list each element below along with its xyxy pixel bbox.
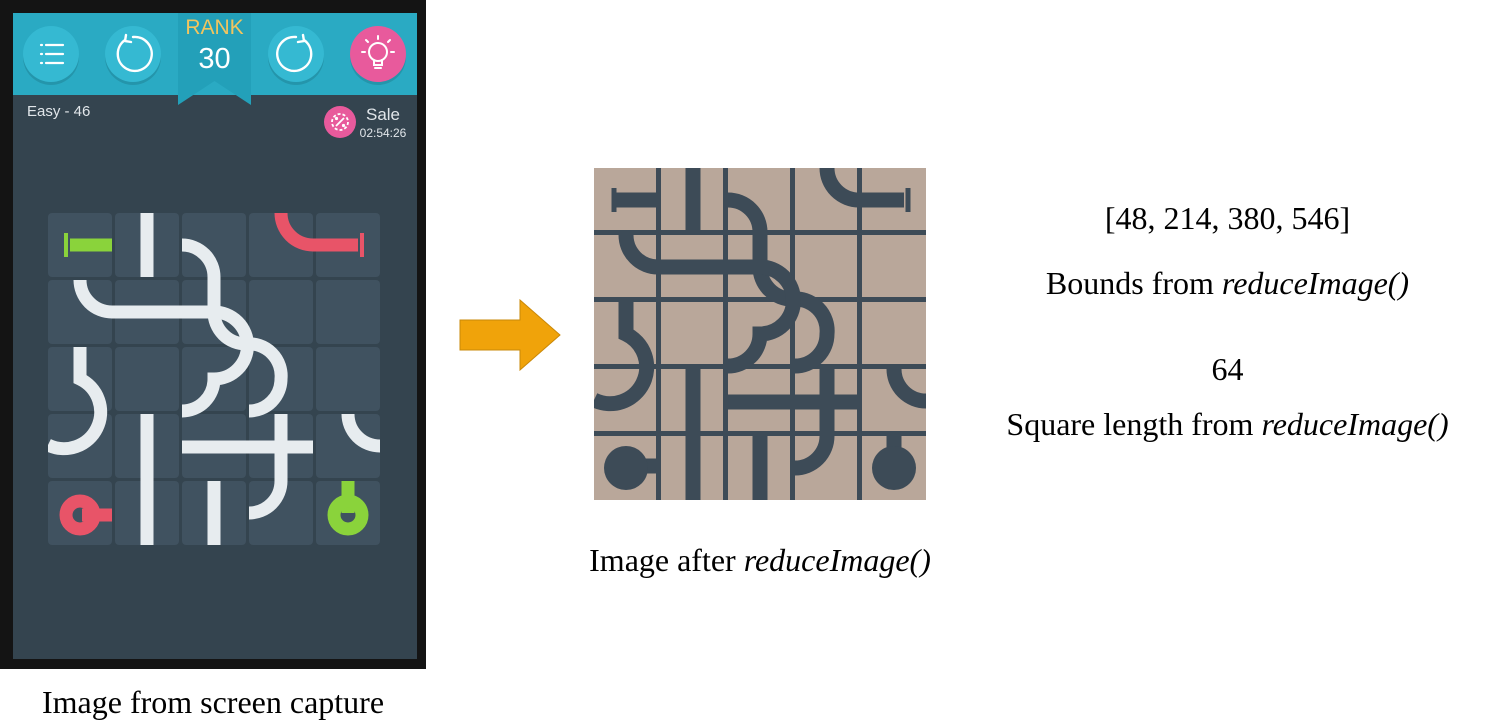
rank-ribbon: RANK 30 xyxy=(178,13,251,105)
rank-value: 30 xyxy=(198,43,231,75)
game-screen: RANK 30 Easy - 46 Sale 02:54:26 xyxy=(13,13,417,659)
square-length-value: 64 xyxy=(1211,351,1244,387)
menu-icon xyxy=(39,43,65,65)
bounds-func: reduceImage() xyxy=(1221,265,1410,301)
undo-button[interactable] xyxy=(105,26,161,82)
sale-label[interactable]: Sale xyxy=(365,105,401,124)
level-label: Easy - 46 xyxy=(27,103,91,120)
square-func: reduceImage() xyxy=(1261,406,1449,442)
lightbulb-icon xyxy=(361,35,395,69)
caption-reduced-func: reduceImage() xyxy=(743,542,931,578)
caption-reduced-prefix: Image after xyxy=(589,542,744,578)
screen-capture-image: RANK 30 Easy - 46 Sale 02:54:26 xyxy=(0,0,426,669)
sale-timer: 02:54:26 xyxy=(359,126,407,140)
caption-screen-capture: Image from screen capture xyxy=(41,684,385,720)
bounds-value: [48, 214, 380, 546] xyxy=(1104,200,1351,236)
restart-icon xyxy=(276,33,313,73)
restart-button[interactable] xyxy=(268,26,324,82)
pipes xyxy=(48,213,381,545)
menu-button[interactable] xyxy=(23,26,79,82)
undo-icon xyxy=(116,33,153,73)
square-prefix: Square length from xyxy=(1006,406,1262,442)
rank-label: RANK xyxy=(185,16,244,39)
reduced-image xyxy=(594,168,926,500)
pipe-puzzle-board xyxy=(48,213,381,545)
end-pipe xyxy=(59,213,358,536)
start-pipe xyxy=(70,238,369,536)
square-length-caption: Square length from reduceImage() xyxy=(1000,406,1455,443)
sale-badge-icon[interactable] xyxy=(324,106,356,138)
bounds-prefix: Bounds from xyxy=(1045,265,1222,301)
arrow-right-icon xyxy=(459,299,561,371)
caption-reduced-image: Image after reduceImage() xyxy=(560,542,960,579)
bounds-caption: Bounds from reduceImage() xyxy=(1000,265,1455,302)
hint-button[interactable] xyxy=(350,26,406,82)
reduced-pipes xyxy=(594,168,926,500)
